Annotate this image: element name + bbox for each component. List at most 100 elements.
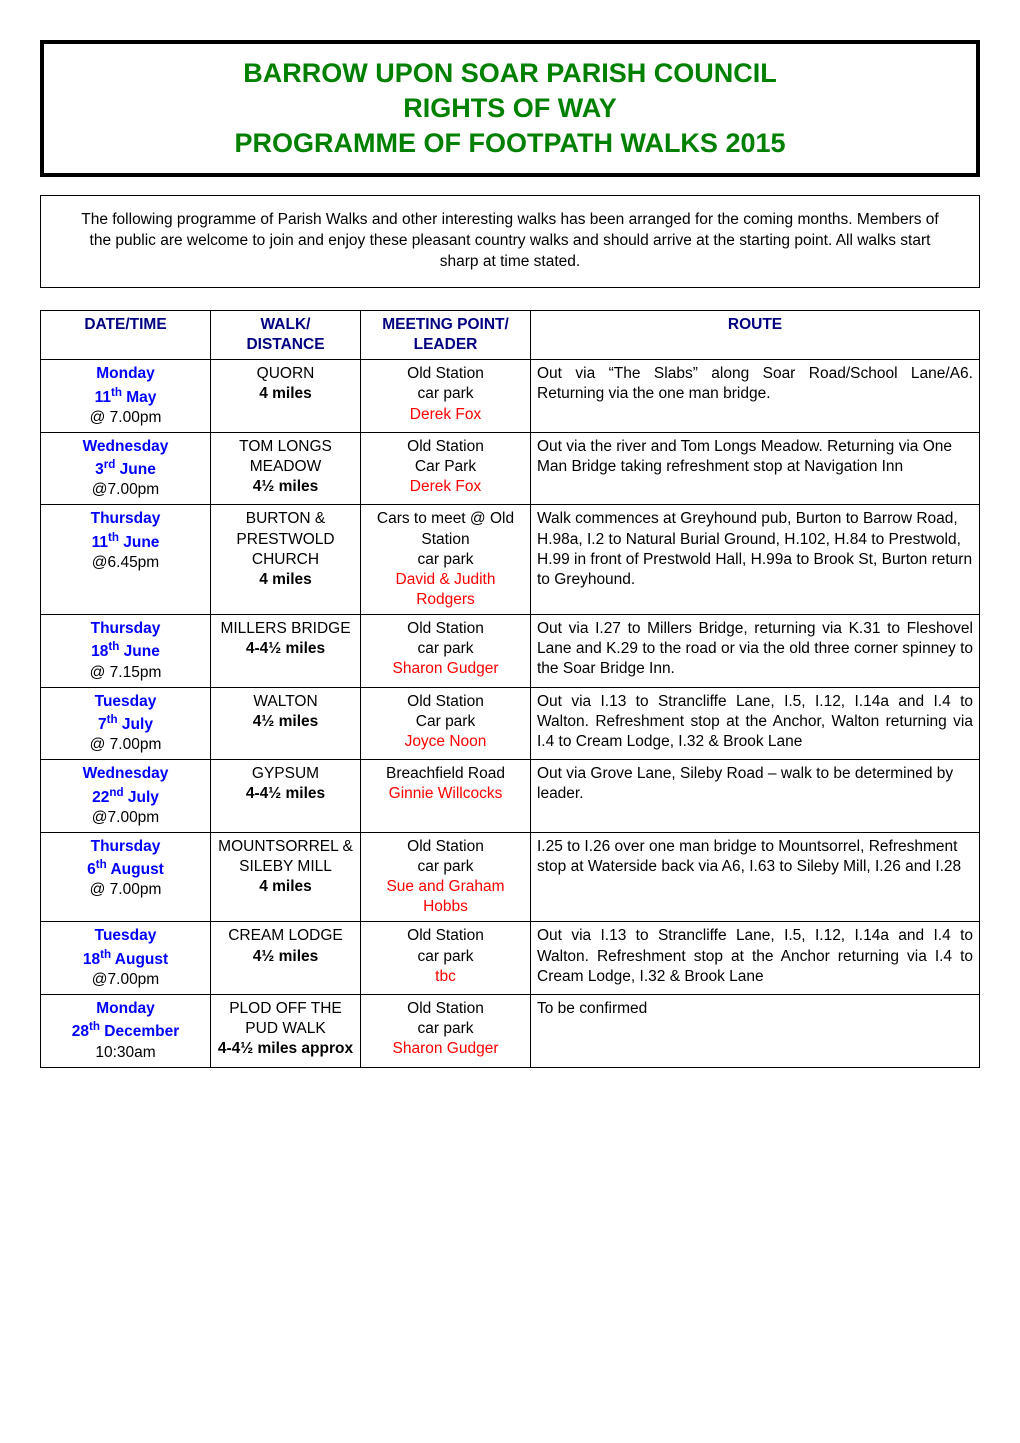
- table-row: Monday 28th December 10:30am PLOD OFF THE P…: [41, 995, 980, 1068]
- cell-date: Tuesday18th August@7.00pm: [41, 922, 211, 995]
- walk-name: MILLERS BRIDGE: [220, 620, 350, 637]
- route-text: To be confirmed: [537, 1000, 647, 1017]
- cell-route: Out via Grove Lane, Sileby Road – walk t…: [531, 760, 980, 833]
- route-text: Out via I.27 to Millers Bridge, returnin…: [537, 620, 973, 677]
- walk-leader: Derek Fox: [410, 478, 482, 495]
- cell-date: Thursday6th August@ 7.00pm: [41, 832, 211, 922]
- table-row: Thursday6th August@ 7.00pmMOUNTSORREL & …: [41, 832, 980, 922]
- day-label: Monday: [96, 1000, 155, 1017]
- col-header-date-label: DATE/TIME: [84, 316, 166, 333]
- cell-meet: Old Stationcar parkSharon Gudger: [361, 995, 531, 1068]
- cell-meet: Breachfield RoadGinnie Willcocks: [361, 760, 531, 833]
- day-label: Tuesday: [95, 693, 157, 710]
- date-label: 22nd July: [92, 789, 159, 806]
- walk-name: PLOD OFF THE PUD WALK: [229, 1000, 342, 1037]
- time-label: 10:30am: [95, 1044, 155, 1061]
- col-header-route: ROUTE: [531, 311, 980, 360]
- day-label: Thursday: [91, 838, 161, 855]
- walk-name: CREAM LODGE: [228, 927, 343, 944]
- date-label: 11th June: [92, 534, 160, 551]
- table-row: Tuesday7th July@ 7.00pmWALTON4½ milesOld…: [41, 687, 980, 760]
- col-header-date: DATE/TIME: [41, 311, 211, 360]
- cell-date: Wednesday 22nd July @7.00pm: [41, 760, 211, 833]
- cell-walk: WALTON4½ miles: [211, 687, 361, 760]
- date-label: 6th August: [87, 861, 164, 878]
- col-header-route-label: ROUTE: [728, 316, 782, 333]
- title-line-3: PROGRAMME OF FOOTPATH WALKS 2015: [64, 126, 956, 161]
- time-label: @ 7.00pm: [90, 736, 162, 753]
- table-header-row: DATE/TIME WALK/ DISTANCE MEETING POINT/ …: [41, 311, 980, 360]
- route-text: Out via “The Slabs” along Soar Road/Scho…: [537, 365, 973, 402]
- col-header-meet: MEETING POINT/ LEADER: [361, 311, 531, 360]
- cell-route: Out via I.27 to Millers Bridge, returnin…: [531, 615, 980, 688]
- cell-date: Monday11th May@ 7.00pm: [41, 360, 211, 433]
- col-header-meet-bot: LEADER: [414, 336, 478, 353]
- col-header-walk-bot: DISTANCE: [246, 336, 324, 353]
- meeting-point-2: car park: [418, 551, 474, 568]
- title-line-1: BARROW UPON SOAR PARISH COUNCIL: [64, 56, 956, 91]
- cell-route: Out via “The Slabs” along Soar Road/Scho…: [531, 360, 980, 433]
- walk-leader: Sue and Graham Hobbs: [386, 878, 504, 915]
- cell-meet: Old StationCar parkJoyce Noon: [361, 687, 531, 760]
- cell-date: Wednesday 3rd June @7.00pm: [41, 432, 211, 505]
- walk-name: TOM LONGS MEADOW: [239, 438, 332, 475]
- cell-route: Out via the river and Tom Longs Meadow. …: [531, 432, 980, 505]
- meeting-point-2: car park: [418, 1020, 474, 1037]
- cell-route: Walk commences at Greyhound pub, Burton …: [531, 505, 980, 615]
- cell-walk: MILLERS BRIDGE4-4½ miles: [211, 615, 361, 688]
- walk-leader: Derek Fox: [410, 406, 482, 423]
- intro-text: The following programme of Parish Walks …: [81, 211, 939, 270]
- time-label: @7.00pm: [92, 481, 159, 498]
- time-label: @ 7.00pm: [90, 409, 162, 426]
- walk-distance: 4-4½ miles approx: [218, 1040, 353, 1057]
- time-label: @6.45pm: [92, 554, 159, 571]
- col-header-meet-top: MEETING POINT/: [382, 316, 509, 333]
- time-label: @7.00pm: [92, 971, 159, 988]
- day-label: Tuesday: [95, 927, 157, 944]
- table-row: Monday11th May@ 7.00pmQUORN4 milesOld St…: [41, 360, 980, 433]
- meeting-point: Old Station: [407, 620, 484, 637]
- day-label: Wednesday: [83, 765, 169, 782]
- date-label: 28th December: [72, 1023, 179, 1040]
- cell-route: Out via I.13 to Strancliffe Lane, I.5, I…: [531, 687, 980, 760]
- col-header-walk-top: WALK/: [261, 316, 311, 333]
- table-row: Thursday11th June@6.45pmBURTON & PRESTWO…: [41, 505, 980, 615]
- date-label: 18th June: [91, 643, 160, 660]
- time-label: @ 7.15pm: [90, 664, 162, 681]
- walk-distance: 4½ miles: [253, 478, 319, 495]
- table-row: Tuesday18th August@7.00pm CREAM LODGE 4½ m…: [41, 922, 980, 995]
- meeting-point: Old Station: [407, 1000, 484, 1017]
- route-text: Out via I.13 to Strancliffe Lane, I.5, I…: [537, 693, 973, 750]
- walk-name: WALTON: [253, 693, 317, 710]
- cell-walk: TOM LONGS MEADOW 4½ miles: [211, 432, 361, 505]
- meeting-point-2: car park: [418, 385, 474, 402]
- route-text: Out via I.13 to Strancliffe Lane, I.5, I…: [537, 927, 973, 984]
- route-text: I.25 to I.26 over one man bridge to Moun…: [537, 838, 961, 875]
- walk-name: MOUNTSORREL & SILEBY MILL: [218, 838, 353, 875]
- route-text: Walk commences at Greyhound pub, Burton …: [537, 510, 972, 587]
- cell-date: Tuesday7th July@ 7.00pm: [41, 687, 211, 760]
- cell-meet: Old Stationcar parkSue and Graham Hobbs: [361, 832, 531, 922]
- cell-walk: GYPSUM4-4½ miles: [211, 760, 361, 833]
- col-header-walk: WALK/ DISTANCE: [211, 311, 361, 360]
- cell-walk: CREAM LODGE 4½ miles: [211, 922, 361, 995]
- cell-walk: PLOD OFF THE PUD WALK 4-4½ miles approx: [211, 995, 361, 1068]
- table-row: Wednesday 3rd June @7.00pm TOM LONGS MEADOW…: [41, 432, 980, 505]
- meeting-point: Old Station: [407, 365, 484, 382]
- cell-date: Thursday11th June@6.45pm: [41, 505, 211, 615]
- walk-leader: Joyce Noon: [405, 733, 487, 750]
- table-row: Wednesday 22nd July @7.00pm GYPSUM4-4½ mile…: [41, 760, 980, 833]
- walk-leader: tbc: [435, 968, 456, 985]
- date-label: 3rd June: [95, 461, 156, 478]
- walk-name: GYPSUM: [252, 765, 319, 782]
- cell-meet: Old Station car park Derek Fox: [361, 360, 531, 433]
- title-line-2: RIGHTS OF WAY: [64, 91, 956, 126]
- meeting-point: Old Station: [407, 838, 484, 855]
- walk-distance: 4½ miles: [253, 948, 319, 965]
- time-label: @7.00pm: [92, 809, 159, 826]
- table-row: Thursday18th June@ 7.15pmMILLERS BRIDGE4…: [41, 615, 980, 688]
- walks-table: DATE/TIME WALK/ DISTANCE MEETING POINT/ …: [40, 310, 980, 1068]
- meeting-point: Old Station: [407, 927, 484, 944]
- day-label: Wednesday: [83, 438, 169, 455]
- cell-route: I.25 to I.26 over one man bridge to Moun…: [531, 832, 980, 922]
